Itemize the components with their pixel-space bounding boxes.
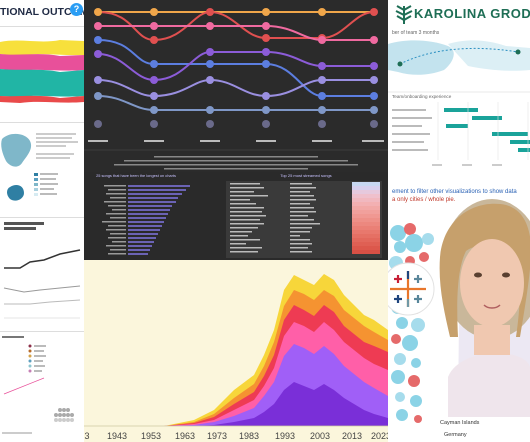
brand-name: KAROLINA GRODZ	[414, 6, 530, 21]
year-label: 1983	[238, 431, 260, 441]
songs-bar-labels	[102, 185, 126, 255]
outcomes-layer-yellow	[0, 40, 84, 56]
dot-legend	[28, 344, 46, 373]
year-label: 2003	[309, 431, 331, 441]
brand-panel: KAROLINA GRODZ ber of team 3 months Team…	[388, 0, 530, 187]
songs-table-text	[230, 183, 320, 253]
brand-logo-icon	[395, 5, 413, 24]
help-badge[interactable]: ?	[70, 3, 83, 16]
stream-year-axis: 3 1943 1953 1963 1973 1983 1993 2003 201…	[84, 429, 388, 441]
outcomes-title: TIONAL OUTCOMES?	[0, 6, 84, 18]
bump-line-red	[97, 10, 375, 42]
filter-hint: ement to filter other visualizations to …	[392, 189, 517, 195]
caption-country-2: Germany	[444, 432, 467, 438]
bump-nodes	[94, 8, 378, 128]
year-label: 2023	[370, 431, 388, 441]
year-label: 1993	[274, 431, 296, 441]
gantt-bars	[444, 108, 530, 152]
bump-line-lavender	[97, 78, 374, 98]
bump-line-purple	[97, 50, 374, 82]
bump-chart-panel	[84, 0, 388, 172]
gantt-axis	[437, 102, 529, 160]
year-label: 3	[84, 431, 90, 441]
line-series-2	[3, 285, 81, 293]
portrait-panel: ement to filter other visualizations to …	[388, 187, 530, 442]
songs-left-title: 25 songs that have been the longest on c…	[96, 173, 176, 178]
year-label: 1953	[140, 431, 162, 441]
portrait-photo	[439, 199, 530, 417]
brand-route	[399, 47, 519, 65]
outcomes-layer-pink	[0, 54, 84, 71]
map-annotation	[36, 133, 78, 159]
brand-map-gantt: Team/onboarding experience	[388, 40, 530, 166]
songs-bar-chart	[128, 185, 190, 255]
brand-note: Team/onboarding experience	[392, 94, 452, 99]
national-outcomes-panel: TIONAL OUTCOMES? ?	[0, 0, 84, 122]
gantt-labels	[392, 109, 432, 151]
outcomes-divider	[0, 26, 84, 27]
outcomes-stream-chart	[0, 26, 84, 103]
map-legend	[34, 173, 58, 196]
filter-hint-sub: a only cities / whole pie.	[392, 197, 456, 203]
dot-cluster	[54, 408, 74, 422]
songs-right-title: Top 25 most streamed songs	[280, 173, 331, 178]
asia-landmass	[1, 133, 32, 167]
bump-line-steel	[97, 95, 374, 111]
tableau-logo-icon[interactable]	[388, 262, 435, 316]
outcomes-layer-teal	[0, 69, 84, 97]
line-chart-panel	[0, 217, 84, 331]
caption-country-1: Cayman Islands	[440, 420, 480, 426]
year-label: 1963	[174, 431, 196, 441]
songs-charts: 25 songs that have been the longest on c…	[96, 173, 382, 258]
australia-landmass	[7, 185, 24, 201]
stream-layer-violet	[84, 382, 388, 426]
portrait-graphic	[388, 199, 530, 423]
brand-subtitle: ber of team 3 months	[392, 30, 440, 36]
dot-plot	[2, 336, 74, 434]
line-series-3	[4, 299, 81, 305]
brand-map-land	[388, 40, 454, 75]
bump-period-labels	[88, 140, 384, 142]
bump-chart	[84, 8, 388, 170]
year-label: 1943	[106, 431, 128, 441]
bump-line-pink	[97, 24, 374, 42]
line-chart	[3, 222, 81, 319]
map-panel	[0, 122, 84, 217]
bubble-map	[388, 223, 434, 423]
year-label: 1973	[206, 431, 228, 441]
stream-graph	[84, 274, 388, 427]
year-label: 2013	[341, 431, 363, 441]
stream-graph-panel: 3 1943 1953 1963 1973 1983 1993 2003 201…	[84, 260, 388, 442]
bump-notes	[114, 156, 358, 170]
world-map	[1, 133, 78, 201]
songs-panel: 25 songs that have been the longest on c…	[84, 172, 388, 260]
outcomes-layer-red	[0, 95, 84, 103]
dot-plot-panel	[0, 331, 84, 442]
line-series-1	[4, 249, 81, 269]
